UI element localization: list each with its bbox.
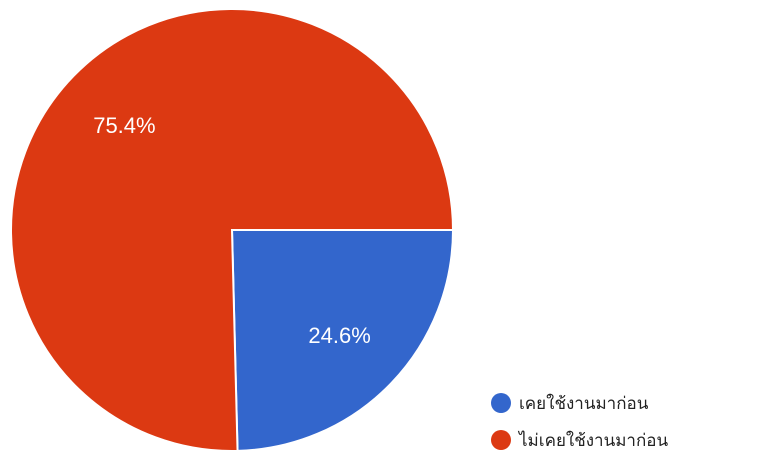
legend-label-used-before: เคยใช้งานมาก่อน	[519, 393, 649, 414]
slice-label-never-used: 75.4%	[93, 113, 155, 138]
pie-slices	[10, 8, 455, 452]
legend-label-never-used: ไม่เคยใช้งานมาก่อน	[517, 430, 668, 451]
slice-labels: 24.6% 75.4%	[93, 113, 371, 348]
pie-slice-used-before[interactable]	[230, 229, 455, 452]
pie-slice-never-used[interactable]	[10, 8, 455, 452]
legend-item-used-before[interactable]: เคยใช้งานมาก่อน	[491, 393, 649, 414]
legend-swatch-never-used	[491, 430, 511, 450]
legend: เคยใช้งานมาก่อน ไม่เคยใช้งานมาก่อน	[491, 393, 668, 451]
legend-item-never-used[interactable]: ไม่เคยใช้งานมาก่อน	[491, 430, 668, 451]
slice-label-used-before: 24.6%	[308, 323, 370, 348]
legend-swatch-used-before	[491, 393, 511, 413]
